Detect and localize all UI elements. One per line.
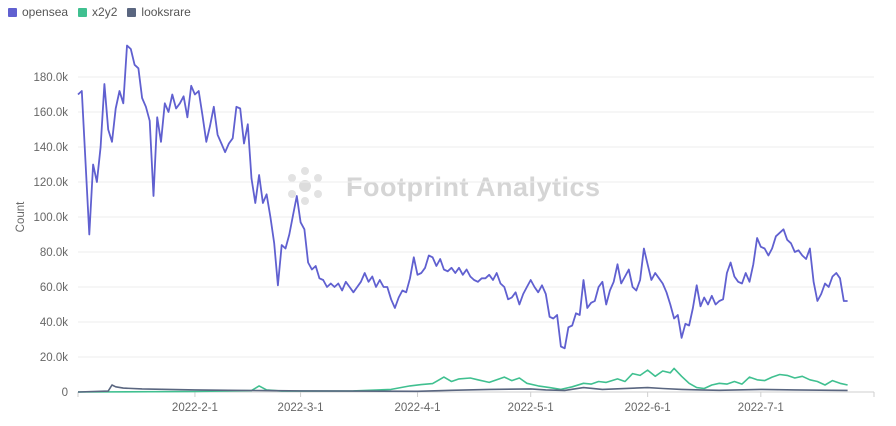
y-tick-label: 60.0k	[40, 282, 68, 294]
y-tick-label: 0	[62, 387, 68, 399]
x-tick-label: 2022-7-1	[738, 402, 784, 414]
watermark-text: Footprint Analytics	[346, 172, 601, 202]
y-tick-label: 160.0k	[33, 107, 68, 119]
y-axis-label: Count	[15, 201, 27, 232]
series-line-opensea[interactable]	[77, 44, 848, 350]
y-tick-label: 140.0k	[33, 142, 68, 154]
y-tick-label: 120.0k	[33, 177, 68, 189]
x-tick-label: 2022-5-1	[508, 402, 554, 414]
legend-item-opensea[interactable]: opensea	[8, 5, 68, 19]
watermark: Footprint Analytics	[288, 167, 601, 205]
legend-item-looksrare[interactable]: looksrare	[127, 5, 191, 19]
y-tick-label: 20.0k	[40, 352, 68, 364]
series-line-x2y2[interactable]	[77, 367, 848, 393]
x-tick-label: 2022-2-1	[172, 402, 218, 414]
legend-label-opensea: opensea	[22, 5, 69, 19]
x-tick-label: 2022-3-1	[278, 402, 324, 414]
footprint-logo-icon	[288, 167, 322, 205]
x-tick-label: 2022-4-1	[395, 402, 441, 414]
y-tick-label: 100.0k	[33, 212, 68, 224]
legend-swatch-opensea	[8, 7, 17, 17]
legend-swatch-x2y2	[78, 7, 88, 17]
y-tick-label: 40.0k	[40, 317, 68, 329]
legend-label-x2y2: x2y2	[92, 5, 118, 19]
legend-item-x2y2[interactable]: x2y2	[78, 5, 117, 19]
series-line-looksrare[interactable]	[77, 384, 848, 393]
y-tick-label: 180.0k	[33, 72, 68, 84]
legend-swatch-looksrare	[127, 7, 137, 17]
y-tick-label: 80.0k	[40, 247, 68, 259]
x-tick-label: 2022-6-1	[625, 402, 671, 414]
legend: opensea x2y2 looksrare	[8, 5, 191, 19]
legend-label-looksrare: looksrare	[141, 5, 191, 19]
